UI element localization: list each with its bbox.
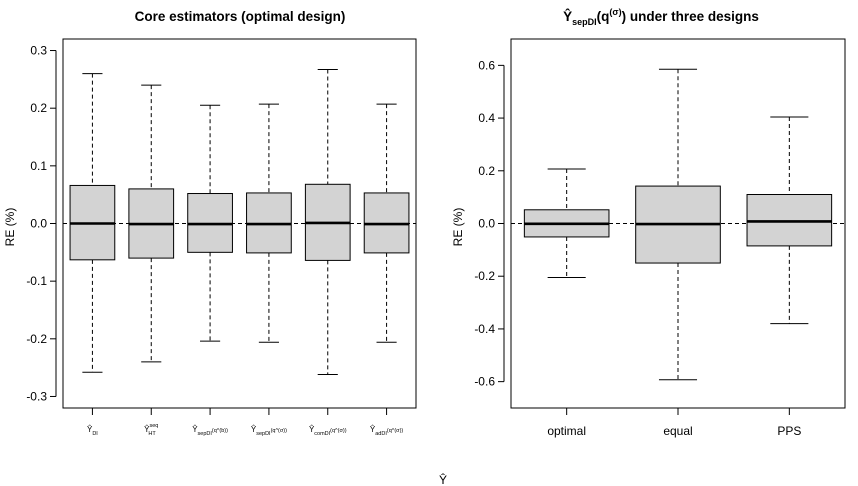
right-box-2 <box>746 116 833 325</box>
left-y-tick-label: 0.2 <box>30 101 47 115</box>
panel-core-estimators: Core estimators (optimal design) RE (%) … <box>3 9 417 437</box>
right-y-tick-label: 0.2 <box>478 164 495 178</box>
right-y-tick-label: 0.0 <box>478 217 495 231</box>
left-category-label: ŶsepDI(q^(σ)) <box>251 425 287 437</box>
right-boxes <box>511 68 845 381</box>
right-category-labels: optimal equal PPS <box>547 408 801 438</box>
left-y-tick-label: -0.1 <box>26 274 47 288</box>
left-chart-title: Core estimators (optimal design) <box>135 9 346 24</box>
right-box-1 <box>635 68 721 381</box>
right-y-tick-label: -0.6 <box>474 375 495 389</box>
left-box-0 <box>69 73 116 373</box>
left-y-tick-label: 0.3 <box>30 44 47 58</box>
right-y-tick-label: -0.2 <box>474 269 495 283</box>
right-title-sup: (σ) <box>609 7 621 17</box>
left-boxes <box>63 69 416 376</box>
right-y-tick-label: 0.4 <box>478 111 495 125</box>
right-title-main: Ŷ <box>563 9 572 24</box>
panel-three-designs: ŶsepDI(q(σ)) under three designs RE (%) … <box>451 7 846 438</box>
left-y-tick-label: -0.2 <box>26 332 47 346</box>
right-y-axis-label: RE (%) <box>451 208 465 247</box>
left-y-tick-label: -0.3 <box>26 389 47 403</box>
left-category-label: ŶDI <box>87 425 98 437</box>
left-category-label: ŶcomDI(q^(σ)) <box>309 425 347 437</box>
left-category-labels: ŶDI Ŷseq HT ŶsepDI(q^(b)) ŶsepDI(q^(σ)) ŶcomD… <box>87 408 403 437</box>
right-category-label: equal <box>663 424 692 438</box>
left-box-1 <box>128 84 175 363</box>
left-box-5 <box>363 103 410 343</box>
left-y-tick-label: 0.0 <box>30 217 47 231</box>
right-box-0 <box>523 168 610 279</box>
left-box-4 <box>304 69 351 376</box>
caption-fragment: Ŷ <box>439 472 447 486</box>
left-category-label: ŶsepDI(q^(b)) <box>192 425 228 437</box>
left-box-3 <box>246 103 292 343</box>
right-y-tick-label: -0.4 <box>474 322 495 336</box>
left-y-axis: -0.3 -0.2 -0.1 0.0 0.1 0.2 0.3 <box>26 44 57 403</box>
right-chart-title: ŶsepDI(q(σ)) under three designs <box>563 7 759 27</box>
right-title-tail1: (q <box>597 9 610 24</box>
right-title-tail2: ) under three designs <box>622 9 759 24</box>
left-y-axis-label: RE (%) <box>3 208 17 247</box>
right-y-tick-label: 0.6 <box>478 58 495 72</box>
right-y-axis: -0.6 -0.4 -0.2 0.0 0.2 0.4 0.6 <box>474 58 505 389</box>
right-title-sub: sepDI <box>572 17 597 27</box>
left-box-2 <box>187 104 233 342</box>
left-category-label: ŶadDI(q^(σ)) <box>370 425 403 437</box>
right-category-label: PPS <box>777 424 801 438</box>
left-category-label: Ŷseq HT <box>144 423 158 437</box>
right-category-label: optimal <box>547 424 586 438</box>
left-y-tick-label: 0.1 <box>30 159 47 173</box>
